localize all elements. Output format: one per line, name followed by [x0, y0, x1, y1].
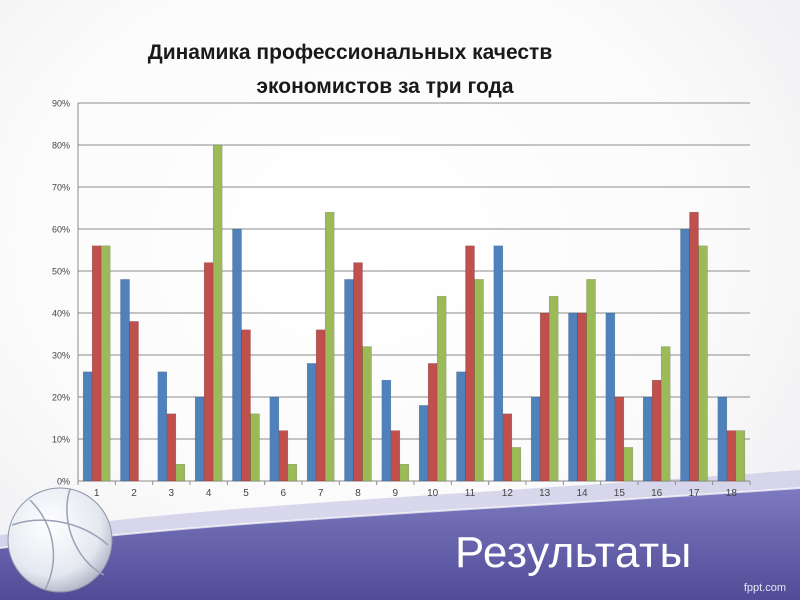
bar	[324, 211, 335, 482]
bar	[100, 245, 111, 482]
bar	[660, 346, 671, 482]
y-tick-label: 10%	[52, 435, 70, 445]
x-tick-label: 1	[94, 488, 100, 499]
bar	[353, 262, 363, 482]
bar	[474, 279, 484, 482]
x-tick-label: 6	[281, 488, 287, 499]
x-tick-label: 13	[539, 488, 551, 499]
bar	[614, 396, 625, 482]
bar	[642, 396, 653, 482]
bar	[502, 413, 513, 482]
bar	[539, 312, 550, 482]
bar	[344, 279, 354, 482]
bar	[577, 312, 587, 482]
bar	[390, 430, 401, 482]
bar	[493, 245, 504, 482]
bar	[399, 463, 410, 482]
bar	[717, 396, 728, 482]
bar	[511, 447, 522, 482]
chart-title-line2: экономистов за три года	[256, 75, 514, 98]
bar	[212, 144, 223, 482]
bar	[194, 396, 205, 482]
bar	[250, 413, 260, 482]
x-tick-label: 4	[206, 488, 212, 499]
bar	[698, 245, 708, 482]
bar	[381, 379, 392, 482]
bar	[605, 312, 616, 482]
y-tick-label: 50%	[52, 267, 70, 277]
x-tick-label: 3	[169, 488, 175, 499]
x-tick-label: 2	[131, 488, 137, 499]
y-tick-label: 0%	[57, 477, 70, 487]
x-tick-label: 10	[427, 488, 439, 499]
x-tick-label: 8	[355, 488, 361, 499]
bar	[241, 329, 251, 482]
bar	[232, 228, 242, 482]
y-tick-label: 30%	[52, 351, 70, 361]
bar	[680, 228, 690, 482]
bar	[726, 430, 737, 482]
y-tick-label: 60%	[52, 225, 70, 235]
x-tick-label: 11	[465, 488, 476, 499]
bar	[306, 363, 317, 482]
bar	[530, 396, 541, 482]
y-tick-label: 90%	[52, 99, 70, 109]
brand-label: fppt.com	[743, 582, 786, 594]
x-tick-label: 14	[576, 488, 588, 499]
bar	[175, 463, 186, 482]
x-tick-label: 5	[243, 488, 249, 499]
x-tick-label: 9	[393, 488, 399, 499]
bar	[568, 312, 578, 482]
bar	[315, 329, 326, 482]
bar	[586, 279, 596, 482]
x-tick-label: 12	[502, 488, 514, 499]
bar	[735, 430, 746, 482]
bar	[689, 211, 699, 482]
bar	[436, 295, 447, 482]
bar	[418, 405, 429, 482]
x-tick-label: 7	[318, 488, 324, 499]
chart-title-line1: Динамика профессиональных качеств	[147, 41, 553, 64]
x-tick-label: 16	[651, 488, 663, 499]
y-tick-label: 70%	[52, 183, 70, 193]
bar	[166, 413, 177, 482]
y-tick-label: 40%	[52, 309, 70, 319]
bar	[278, 430, 289, 482]
bar	[465, 245, 475, 482]
x-tick-label: 15	[614, 488, 626, 499]
chart-title: Динамика профессиональных качеств эконом…	[0, 36, 800, 104]
x-tick-label: 17	[688, 488, 700, 499]
bar	[269, 396, 280, 482]
bar	[651, 379, 662, 482]
y-tick-label: 80%	[52, 141, 70, 151]
bar	[287, 463, 298, 482]
bar	[203, 262, 214, 482]
bar	[427, 363, 438, 482]
results-label: Результаты	[455, 528, 692, 577]
bar	[548, 295, 559, 482]
bar	[456, 371, 466, 482]
x-tick-label: 18	[726, 488, 738, 499]
bar	[91, 245, 102, 482]
bar	[362, 346, 372, 482]
volleyball-icon	[7, 487, 113, 593]
bar	[82, 371, 93, 482]
bar	[120, 279, 130, 482]
bar	[129, 321, 139, 482]
bar	[157, 371, 168, 482]
y-tick-label: 20%	[52, 393, 70, 403]
bar	[623, 447, 634, 482]
